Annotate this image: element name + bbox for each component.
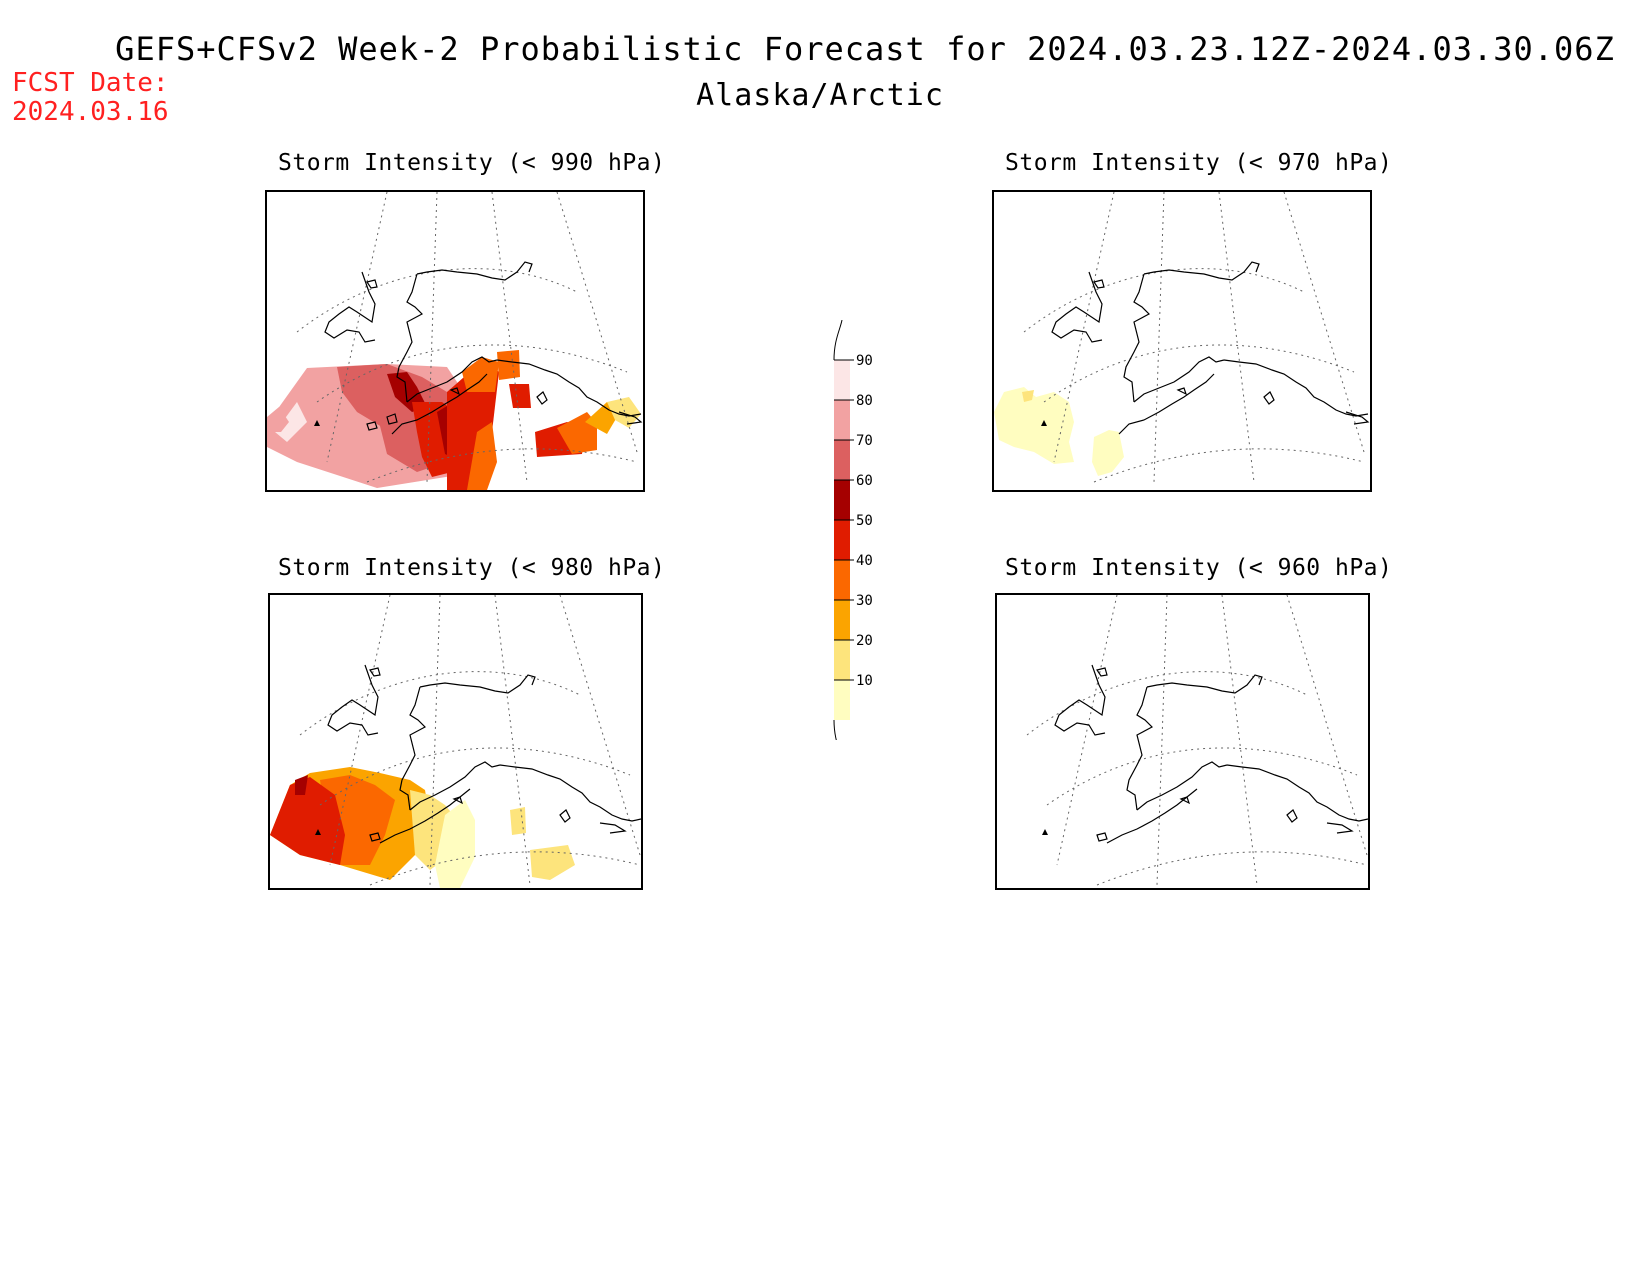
colorbar-swatch-6 xyxy=(834,480,850,520)
map-svg-970 xyxy=(994,192,1370,483)
marker-990 xyxy=(314,420,320,426)
map-panel-960 xyxy=(995,593,1370,890)
panel-title-990: Storm Intensity (< 990 hPa) xyxy=(278,150,666,176)
colorbar-label: 50 xyxy=(856,513,873,529)
grid-990 xyxy=(296,192,638,483)
coastline-970 xyxy=(1051,261,1370,435)
colorbar-bottom-arrow xyxy=(833,719,837,740)
colorbar-label: 10 xyxy=(856,673,873,689)
colorbar-label: 90 xyxy=(856,353,873,369)
map-svg-990 xyxy=(267,192,643,490)
colorbar-top-arrow xyxy=(833,320,843,361)
colorbar-swatch-9 xyxy=(834,360,850,400)
shading-970 xyxy=(994,387,1124,476)
colorbar-swatch-1 xyxy=(834,680,850,720)
marker-960 xyxy=(1042,829,1048,835)
region-subtitle: Alaska/Arctic xyxy=(696,78,944,113)
shading-990 xyxy=(267,350,641,490)
colorbar-label: 60 xyxy=(856,473,873,489)
panel-title-960: Storm Intensity (< 960 hPa) xyxy=(1005,555,1393,581)
marker-970 xyxy=(1041,420,1047,426)
colorbar-swatch-5 xyxy=(834,520,850,560)
colorbar-label: 80 xyxy=(856,393,873,409)
coastline-960 xyxy=(1054,664,1368,844)
map-panel-990 xyxy=(265,190,645,492)
map-svg-980 xyxy=(270,595,641,888)
map-panel-980 xyxy=(268,593,643,890)
panel-title-980: Storm Intensity (< 980 hPa) xyxy=(278,555,666,581)
shading-980 xyxy=(270,767,575,888)
coastline-990 xyxy=(324,261,643,435)
colorbar-label: 40 xyxy=(856,553,873,569)
panel-title-970: Storm Intensity (< 970 hPa) xyxy=(1005,150,1393,176)
coastline-980 xyxy=(327,664,641,844)
forecast-date-label: FCST Date: xyxy=(12,68,169,98)
grid-970 xyxy=(1023,192,1365,483)
grid-960 xyxy=(1026,595,1368,886)
colorbar-swatch-7 xyxy=(834,440,850,480)
forecast-date-value: 2024.03.16 xyxy=(12,97,169,127)
colorbar-swatch-8 xyxy=(834,400,850,440)
colorbar-label: 70 xyxy=(856,433,873,449)
colorbar-swatch-4 xyxy=(834,560,850,600)
grid-980 xyxy=(299,595,641,886)
colorbar-swatch-3 xyxy=(834,600,850,640)
map-svg-960 xyxy=(1026,595,1368,886)
colorbar-label: 30 xyxy=(856,593,873,609)
map-panel-970 xyxy=(992,190,1372,492)
colorbar-swatch-2 xyxy=(834,640,850,680)
page-title: GEFS+CFSv2 Week-2 Probabilistic Forecast… xyxy=(115,30,1615,68)
colorbar-label: 20 xyxy=(856,633,873,649)
marker-980 xyxy=(315,829,321,835)
colorbar: 10 20 30 40 50 60 70 80 90 xyxy=(833,320,873,740)
